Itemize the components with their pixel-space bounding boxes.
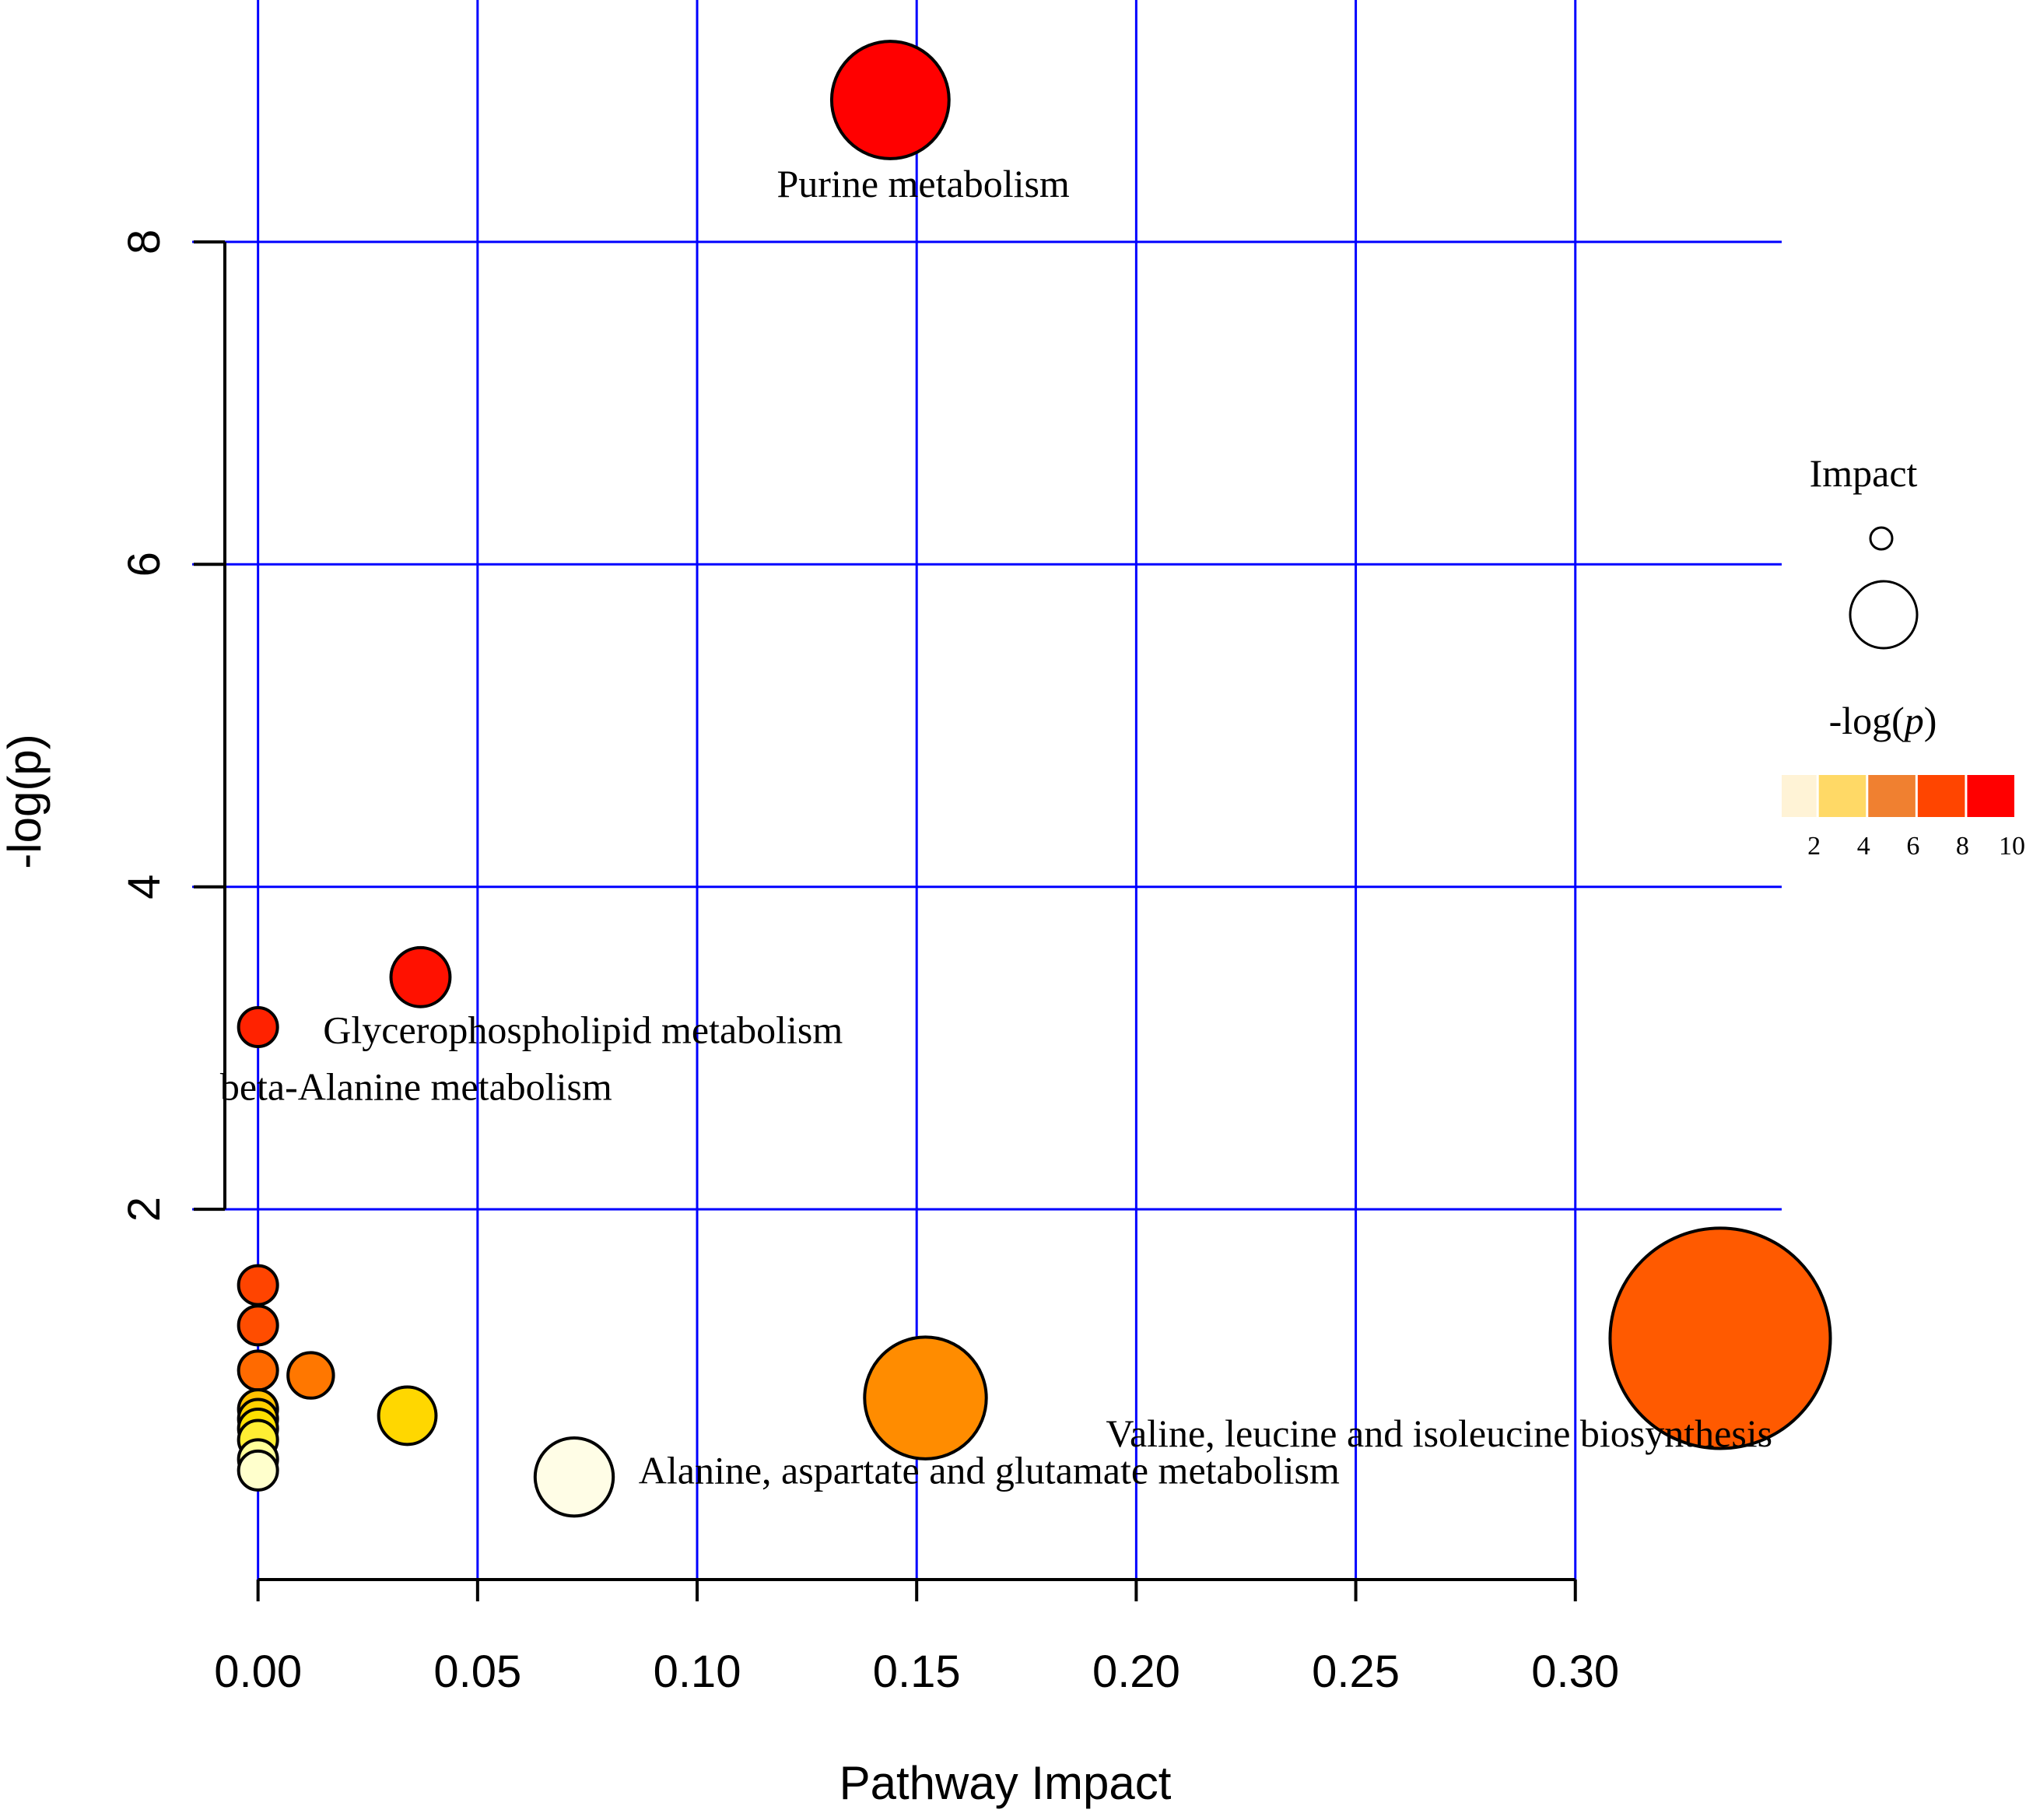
data-point-3 [237,1264,279,1306]
data-point-2 [237,1006,279,1049]
x-tick-label-1: 0.05 [433,1646,521,1697]
x-tick-label-6: 0.30 [1531,1646,1619,1697]
legend: Impact -log(p) 2 4 6 8 10 [1782,451,2025,861]
data-point-5 [237,1349,279,1392]
legend-color-tick-2: 6 [1906,832,1919,861]
legend-color-bin-1 [1818,775,1866,817]
legend-color-bin-3 [1917,775,1965,817]
x-tick-label-5: 0.25 [1312,1646,1400,1697]
data-point-14 [863,1335,988,1461]
y-tick-label-0: 2 [119,1197,170,1222]
annotation-label-1: Glycerophospholipid metabolism [323,1008,843,1052]
axis-titles: Pathway Impact -log(p) [0,734,1172,1809]
data-points [237,40,1832,1518]
x-tick-label-3: 0.15 [873,1646,961,1697]
data-point-12 [237,1449,279,1492]
data-point-16 [1608,1226,1832,1450]
legend-color-title-var: p [1902,699,1924,742]
legend-color-title-prefix: -log( [1829,699,1905,742]
legend-color-bin-2 [1868,775,1916,817]
legend-color-tick-3: 8 [1956,832,1969,861]
y-tick-label-3: 8 [119,230,170,254]
x-tick-label-0: 0.00 [214,1646,302,1697]
data-point-15 [533,1436,615,1518]
legend-color-tick-1: 4 [1857,832,1870,861]
y-tick-label-2: 6 [119,552,170,577]
legend-color-title: -log(p) [1829,699,1937,742]
data-point-4 [237,1304,279,1347]
annotations: Purine metabolism Glycerophospholipid met… [220,162,1772,1492]
y-axis-title: -log(p) [0,734,51,868]
data-point-0 [829,40,951,160]
legend-size-title: Impact [1810,451,1918,495]
legend-size-large [1849,580,1919,650]
data-point-13 [377,1385,438,1447]
x-axis-title: Pathway Impact [839,1757,1172,1809]
annotation-label-3: Alanine, aspartate and glutamate metabol… [639,1448,1340,1492]
legend-color-bin-0 [1782,775,1817,817]
y-tick-label-1: 4 [119,875,170,899]
x-tick-label-4: 0.20 [1092,1646,1180,1697]
annotation-label-2: beta-Alanine metabolism [220,1064,612,1108]
annotation-label-4: Valine, leucine and isoleucine biosynthe… [1106,1411,1772,1455]
grid-lines [192,0,1782,1585]
x-tick-label-2: 0.10 [654,1646,741,1697]
legend-color-bin-4 [1967,775,2014,817]
data-point-1 [389,945,452,1008]
annotation-label-0: Purine metabolism [776,162,1069,205]
legend-color-title-suffix: ) [1924,699,1937,742]
legend-color-tick-4: 10 [1999,832,2025,861]
legend-size-small [1869,526,1894,551]
axes: 0.00 0.05 0.10 0.15 0.20 0.25 0.30 2 4 6 8 [119,230,1619,1697]
data-point-6 [286,1351,335,1400]
legend-color-tick-0: 2 [1807,832,1821,861]
